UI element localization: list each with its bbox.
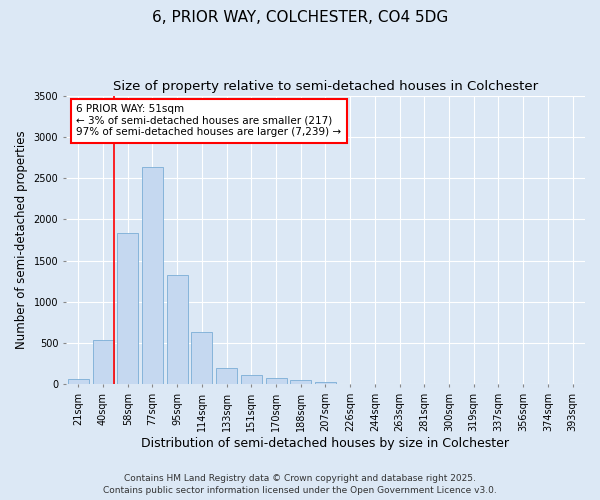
Bar: [142, 166, 163, 384]
Bar: [191, 332, 212, 384]
X-axis label: Distribution of semi-detached houses by size in Colchester: Distribution of semi-detached houses by …: [142, 437, 509, 450]
Bar: [167, 274, 188, 384]
Y-axis label: Number of semi-detached properties: Number of semi-detached properties: [15, 130, 28, 350]
Bar: [290, 380, 311, 384]
Text: Contains HM Land Registry data © Crown copyright and database right 2025.
Contai: Contains HM Land Registry data © Crown c…: [103, 474, 497, 495]
Bar: [68, 378, 89, 384]
Bar: [92, 340, 113, 384]
Bar: [315, 382, 336, 384]
Bar: [216, 368, 237, 384]
Text: 6, PRIOR WAY, COLCHESTER, CO4 5DG: 6, PRIOR WAY, COLCHESTER, CO4 5DG: [152, 10, 448, 25]
Bar: [117, 232, 138, 384]
Bar: [241, 376, 262, 384]
Title: Size of property relative to semi-detached houses in Colchester: Size of property relative to semi-detach…: [113, 80, 538, 93]
Text: 6 PRIOR WAY: 51sqm
← 3% of semi-detached houses are smaller (217)
97% of semi-de: 6 PRIOR WAY: 51sqm ← 3% of semi-detached…: [76, 104, 341, 138]
Bar: [266, 378, 287, 384]
